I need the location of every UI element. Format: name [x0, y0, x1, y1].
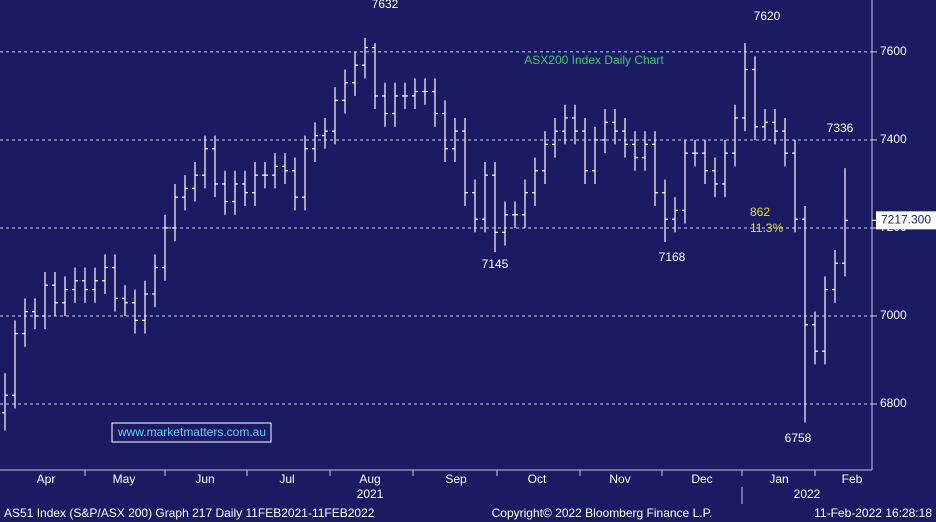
year-label: 2021: [357, 487, 384, 501]
link-box: [111, 422, 272, 443]
month-label: Nov: [609, 472, 630, 486]
month-label: Dec: [691, 472, 712, 486]
month-label: May: [113, 472, 136, 486]
annotation: 7620: [754, 9, 781, 23]
y-tick-label: 6800: [880, 396, 907, 410]
month-label: Apr: [37, 472, 56, 486]
month-label: Jun: [195, 472, 214, 486]
last-price-label: 7217.300: [881, 213, 931, 227]
annotation: 7632: [372, 0, 399, 11]
footer-right: 11-Feb-2022 16:28:18: [814, 506, 932, 520]
last-price-tag: [876, 211, 936, 230]
y-tick-label: 7600: [880, 44, 907, 58]
annotation: 7145: [482, 257, 509, 271]
y-tick-label: 7000: [880, 308, 907, 322]
y-tick-label: 7400: [880, 132, 907, 146]
annotation: 6758: [785, 431, 812, 445]
annotation: 7168: [659, 250, 686, 264]
month-label: Oct: [528, 472, 547, 486]
chart-title: ASX200 Index Daily Chart: [524, 53, 664, 67]
month-label: Jan: [769, 472, 788, 486]
source-link[interactable]: www.marketmatters.com.au: [117, 425, 266, 439]
move-points: 862: [750, 205, 770, 219]
year-label: 2022: [794, 487, 821, 501]
month-label: Sep: [445, 472, 467, 486]
footer-left: AS51 Index (S&P/ASX 200) Graph 217 Daily…: [4, 506, 375, 520]
month-label: Jul: [279, 472, 294, 486]
month-label: Aug: [359, 472, 380, 486]
move-percent: 11.3%: [750, 221, 783, 235]
footer-center: Copyright© 2022 Bloomberg Finance L.P.: [492, 506, 713, 520]
month-label: Feb: [842, 472, 863, 486]
annotation: 7336: [827, 121, 854, 135]
